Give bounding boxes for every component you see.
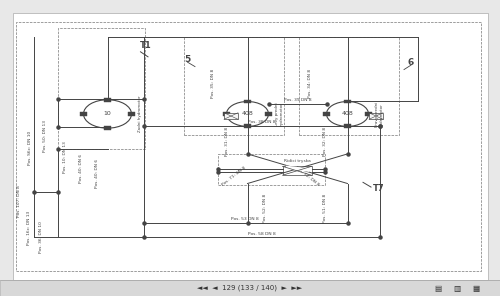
- Text: Pos. 38 DN 8: Pos. 38 DN 8: [248, 120, 276, 124]
- Bar: [224, 113, 238, 119]
- Text: Pos. 40: DN 6: Pos. 40: DN 6: [80, 154, 84, 183]
- Bar: [184, 37, 284, 135]
- Text: ▤: ▤: [434, 284, 441, 292]
- Text: Pos. 53 DN 8: Pos. 53 DN 8: [231, 217, 259, 221]
- Text: Pos. 50: DN 13: Pos. 50: DN 13: [43, 120, 47, 152]
- Text: Pos. 51: DN 8: Pos. 51: DN 8: [323, 194, 327, 223]
- Text: ▦: ▦: [472, 284, 479, 292]
- Text: Pos. 35: DN 8: Pos. 35: DN 8: [210, 69, 214, 98]
- Bar: [299, 37, 399, 135]
- Bar: [218, 154, 325, 185]
- Text: Pos. S6c: DN 10: Pos. S6c: DN 10: [28, 131, 32, 165]
- Text: Pos. 52: DN 8: Pos. 52: DN 8: [263, 194, 267, 223]
- Text: 10: 10: [104, 112, 112, 116]
- Bar: [369, 113, 383, 119]
- Text: Pos. 71: DN 8: Pos. 71: DN 8: [221, 165, 246, 187]
- Text: Pravy predni
hydromotor: Pravy predni hydromotor: [375, 101, 384, 127]
- Text: T7: T7: [372, 184, 384, 193]
- Text: Pos. 10: DN 13: Pos. 10: DN 13: [63, 141, 67, 173]
- Bar: [104, 126, 111, 130]
- Text: 408: 408: [342, 112, 353, 116]
- Text: T1: T1: [140, 41, 152, 50]
- Bar: [80, 112, 87, 116]
- Text: Pos. 107: DN 8: Pos. 107: DN 8: [17, 185, 21, 217]
- Bar: [128, 112, 135, 116]
- Text: Pos. 72: DN 8: Pos. 72: DN 8: [295, 165, 320, 187]
- Text: ◄◄  ◄  129 (133 / 140)  ►  ►►: ◄◄ ◄ 129 (133 / 140) ► ►►: [198, 285, 302, 291]
- Bar: [266, 112, 272, 116]
- Text: Pos. 34: DN 8: Pos. 34: DN 8: [308, 69, 312, 98]
- Text: Pos. 58 DN 8: Pos. 58 DN 8: [248, 231, 276, 236]
- Bar: [365, 112, 372, 116]
- Text: Ridici tryska: Ridici tryska: [284, 159, 310, 163]
- Bar: [0, 280, 500, 296]
- Bar: [344, 99, 351, 103]
- Text: Pos. 36: DN 10: Pos. 36: DN 10: [39, 221, 43, 253]
- Text: Pos. 32: DN 8: Pos. 32: DN 8: [323, 127, 327, 156]
- Text: Levy predni
hydromotor: Levy predni hydromotor: [275, 102, 283, 126]
- Text: 6: 6: [408, 58, 414, 67]
- Bar: [244, 99, 250, 103]
- Text: Pos. 40: DN 6: Pos. 40: DN 6: [94, 159, 98, 188]
- Text: Pos. 39 DN 8: Pos. 39 DN 8: [284, 98, 312, 102]
- Bar: [16, 22, 481, 271]
- Text: ▥: ▥: [453, 284, 460, 292]
- Bar: [223, 112, 230, 116]
- Bar: [244, 124, 250, 128]
- Text: Pos. 31: DN 8: Pos. 31: DN 8: [226, 127, 230, 156]
- Bar: [104, 98, 111, 102]
- Bar: [282, 166, 312, 175]
- Bar: [344, 124, 351, 128]
- Text: 408: 408: [242, 112, 254, 116]
- Bar: [323, 112, 330, 116]
- Text: 5: 5: [184, 55, 190, 64]
- Text: Pos. 16c: DN 13: Pos. 16c: DN 13: [27, 211, 31, 245]
- Text: Zadni hydromotor: Zadni hydromotor: [138, 96, 142, 132]
- Bar: [58, 28, 145, 149]
